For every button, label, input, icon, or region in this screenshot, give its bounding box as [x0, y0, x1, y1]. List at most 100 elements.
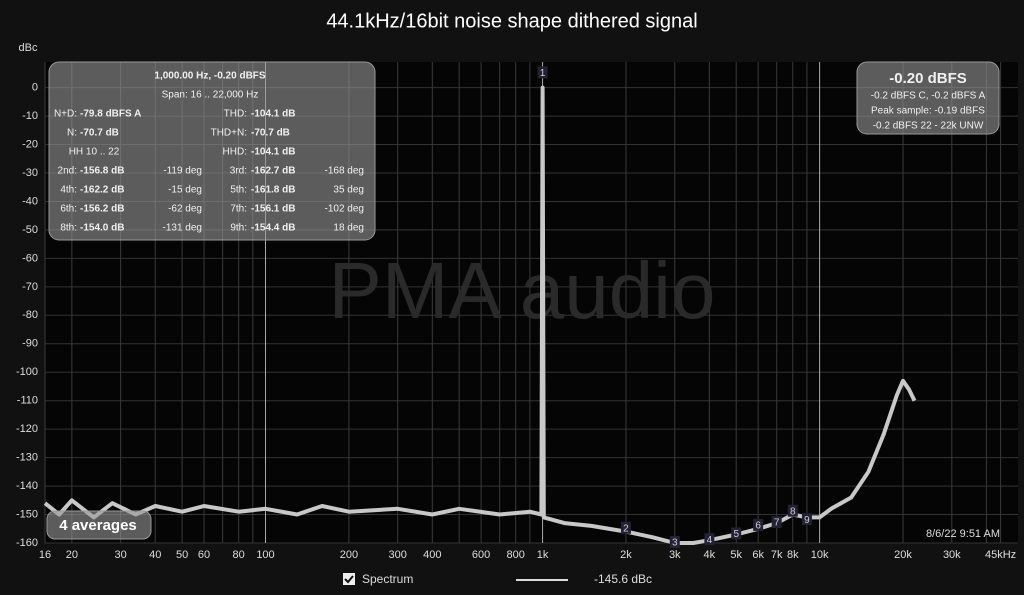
panel-cell: 2nd: — [58, 166, 77, 177]
y-tick-label: -30 — [22, 167, 38, 179]
panel-cell: -104.1 dB — [251, 147, 295, 158]
x-tick-label: 1k — [537, 549, 549, 561]
panel-cell: -119 deg — [163, 166, 202, 177]
x-tick-label: 800 — [507, 549, 525, 561]
panel-cell: 4th: — [60, 185, 77, 196]
y-tick-label: -100 — [16, 366, 38, 378]
x-tick-label: 2k — [620, 549, 632, 561]
panel-cell: -162.2 dB — [80, 185, 124, 196]
x-tick-label: 30 — [115, 549, 127, 561]
panel-cell: N: — [67, 128, 77, 139]
harmonic-marker: 4 — [707, 535, 713, 546]
panel-cell: N+D: — [54, 109, 77, 120]
panel-cell: THD+N: — [211, 128, 247, 139]
panel-cell: THD: — [224, 109, 247, 120]
x-tick-label: 3k — [669, 549, 681, 561]
y-tick-label: -150 — [16, 508, 38, 520]
x-tick-label: 60 — [198, 549, 210, 561]
panel-bg — [48, 61, 376, 241]
harmonic-marker-bg — [620, 521, 631, 534]
y-tick-label: -80 — [22, 309, 38, 321]
legend-checkbox[interactable] — [343, 573, 355, 585]
panel-bg — [856, 61, 1000, 135]
harmonic-marker: 3 — [672, 538, 678, 549]
harmonic-marker-bg — [731, 527, 742, 540]
panel-cell: -156.2 dB — [80, 204, 124, 215]
x-tick-label: 7k — [771, 549, 783, 561]
check-mark — [344, 575, 354, 584]
panel-cell: -154.4 dB — [251, 223, 295, 234]
x-tick-label: 45kHz — [985, 549, 1016, 561]
legend-readout: -145.6 dBc — [594, 572, 652, 586]
y-tick-label: -160 — [16, 537, 38, 549]
panel-cell: -156.8 dB — [80, 166, 124, 177]
level-line: Peak sample: -0.19 dBFS — [871, 106, 985, 117]
legend-label: Spectrum — [362, 572, 413, 586]
x-tick-label: 30k — [943, 549, 961, 561]
harmonic-marker: 5 — [733, 529, 739, 540]
panel-cell: -161.8 dB — [251, 185, 295, 196]
x-tick-label: 40 — [149, 549, 161, 561]
timestamp: 8/6/22 9:51 AM — [926, 528, 1000, 540]
panel-header: 1,000.00 Hz, -0.20 dBFS — [154, 71, 265, 82]
x-tick-label: 80 — [233, 549, 245, 561]
panel-cell: -70.7 dB — [251, 128, 290, 139]
x-tick-label: 300 — [389, 549, 407, 561]
panel-cell: 8th: — [60, 223, 77, 234]
panel-cell: -102 deg — [325, 204, 364, 215]
harmonic-marker-bg — [801, 513, 812, 526]
panel-cell: -70.7 dB — [80, 128, 119, 139]
panel-cell: 18 deg — [333, 223, 364, 234]
y-tick-label: -10 — [22, 110, 38, 122]
harmonic-marker-bg — [669, 536, 680, 548]
info-panel: 1,000.00 Hz, -0.20 dBFS Span: 16 .. 22,0… — [48, 61, 376, 241]
harmonic-marker: 1 — [540, 68, 546, 79]
panel-cell: -154.0 dB — [80, 223, 124, 234]
panel-cell: 9th: — [230, 223, 247, 234]
y-tick-label: -40 — [22, 195, 38, 207]
panel-cell: -156.1 dB — [251, 204, 295, 215]
y-axis-label: dBc — [19, 42, 38, 54]
x-tick-label: 6k — [752, 549, 764, 561]
x-tick-label: 20 — [66, 549, 78, 561]
spectrum-line — [43, 85, 917, 545]
panel-cell: -62 deg — [168, 204, 202, 215]
harmonic-marker: 7 — [774, 518, 780, 529]
harmonic-marker-bg — [787, 504, 798, 517]
harmonic-marker: 9 — [804, 515, 810, 526]
y-tick-label: -130 — [16, 452, 38, 464]
harmonic-marker: 2 — [623, 523, 629, 534]
watermark: PMA audio — [329, 246, 716, 335]
harmonic-marker-bg — [704, 533, 715, 546]
y-tick-label: -70 — [22, 281, 38, 293]
averages-text: 4 averages — [59, 517, 137, 534]
averages-badge — [46, 510, 152, 540]
y-tick-label: -110 — [17, 395, 38, 407]
level-value: -0.20 dBFS — [889, 70, 967, 87]
y-tick-label: -60 — [22, 252, 38, 264]
x-tick-label: 20k — [894, 549, 912, 561]
y-tick-label: 0 — [32, 82, 38, 94]
y-tick-label: -20 — [22, 138, 38, 150]
harmonic-marker: 8 — [790, 506, 796, 517]
harmonic-marker: 6 — [755, 521, 761, 532]
panel-cell: -104.1 dB — [251, 109, 295, 120]
y-tick-label: -120 — [16, 423, 38, 435]
x-tick-label: 4k — [704, 549, 716, 561]
level-line: -0.2 dBFS 22 - 22k UNW — [873, 121, 984, 132]
x-tick-label: 8k — [787, 549, 799, 561]
x-tick-label: 16 — [39, 549, 51, 561]
panel-cell: -162.7 dB — [251, 166, 295, 177]
panel-cell: HHD: — [223, 147, 247, 158]
x-tick-label: 600 — [472, 549, 490, 561]
panel-cell: 7th: — [230, 204, 247, 215]
y-tick-label: -90 — [22, 338, 38, 350]
x-tick-label: 100 — [256, 549, 274, 561]
panel-cell: 35 deg — [333, 185, 364, 196]
panel-span: Span: 16 .. 22,000 Hz — [162, 90, 259, 101]
panel-cell: -168 deg — [325, 166, 364, 177]
panel-cell: HH 10 .. 22 — [69, 147, 120, 158]
panel-cell: 3rd: — [230, 166, 247, 177]
level-line: -0.2 dBFS C, -0.2 dBFS A — [871, 91, 986, 102]
